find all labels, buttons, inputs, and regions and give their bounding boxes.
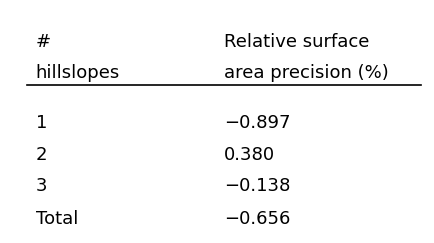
Text: 2: 2 [36, 146, 47, 164]
Text: Total: Total [36, 210, 78, 228]
Text: 0.380: 0.380 [224, 146, 275, 164]
Text: 1: 1 [36, 114, 47, 132]
Text: 3: 3 [36, 177, 47, 195]
Text: Relative surface: Relative surface [224, 33, 369, 51]
Text: area precision (%): area precision (%) [224, 64, 389, 82]
Text: −0.656: −0.656 [224, 210, 290, 228]
Text: #: # [36, 33, 51, 51]
Text: hillslopes: hillslopes [36, 64, 120, 82]
Text: −0.138: −0.138 [224, 177, 290, 195]
Text: −0.897: −0.897 [224, 114, 290, 132]
